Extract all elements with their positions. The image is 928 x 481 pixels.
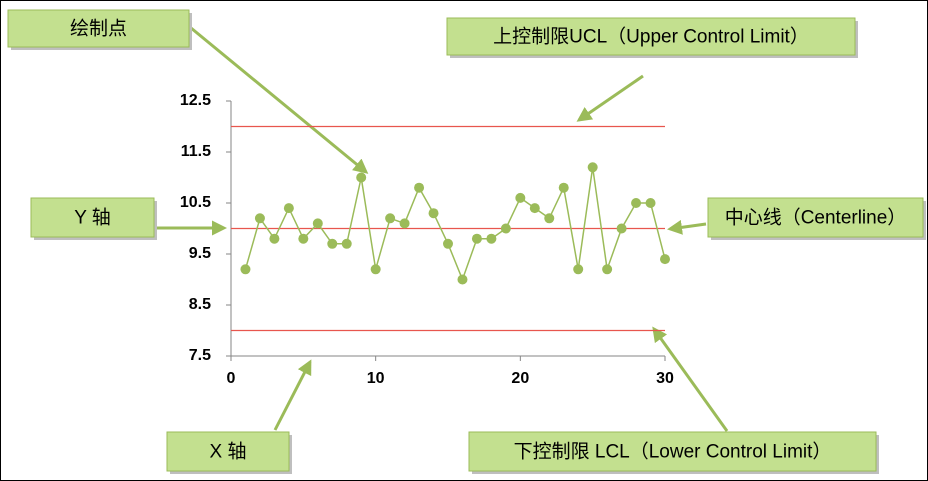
x-tick-label: 0 [227,370,236,387]
y-tick-label: 11.5 [181,143,211,160]
y-tick-label: 7.5 [189,347,211,364]
callout-text: X 轴 [210,441,247,463]
point [370,264,381,275]
point [500,223,511,234]
callout-text: 中心线（Centerline） [725,207,907,229]
callout-box [707,197,924,238]
point [298,233,309,244]
point [544,213,555,224]
callout-box [30,197,155,238]
arrow [190,26,369,174]
point [573,264,584,275]
arrow [576,74,644,122]
point [443,238,453,249]
point [269,233,280,244]
callout-text: 绘制点 [70,18,127,40]
point [660,254,670,265]
x-tick-label: 20 [511,370,529,387]
point [631,198,642,208]
arrows [157,26,729,432]
callout-text: Y 轴 [74,207,111,229]
point [515,192,526,203]
x-tick-label: 10 [367,370,385,387]
point [457,274,468,285]
point [240,264,251,275]
point [399,218,410,229]
callout-text: 下控制限 LCL（Lower Control Limit） [514,441,832,463]
y-tick-label: 8.5 [189,296,211,313]
callout-text: 上控制限UCL（Upper Control Limit） [493,26,809,48]
callout-box [166,431,290,472]
point [616,223,627,234]
callout-box [468,431,877,472]
point [283,203,294,214]
point [471,233,482,244]
point [254,213,265,224]
arrow [273,359,312,431]
arrow [667,219,707,235]
arrow [652,326,729,432]
point [327,238,338,249]
point [486,233,497,244]
y-tick-label: 10.5 [180,194,211,211]
point [312,218,323,229]
point [356,172,367,183]
point [414,182,425,193]
y-tick-label: 12.5 [180,92,211,109]
point [558,182,569,193]
point [385,213,396,224]
y-tick-label: 9.5 [189,245,211,262]
point [587,162,598,173]
callout-box [446,17,856,56]
point [645,198,656,208]
point [428,208,439,219]
callout-box [7,9,190,48]
point [602,264,613,275]
x-tick-label: 30 [656,370,674,387]
point [341,238,352,249]
point [529,203,540,214]
